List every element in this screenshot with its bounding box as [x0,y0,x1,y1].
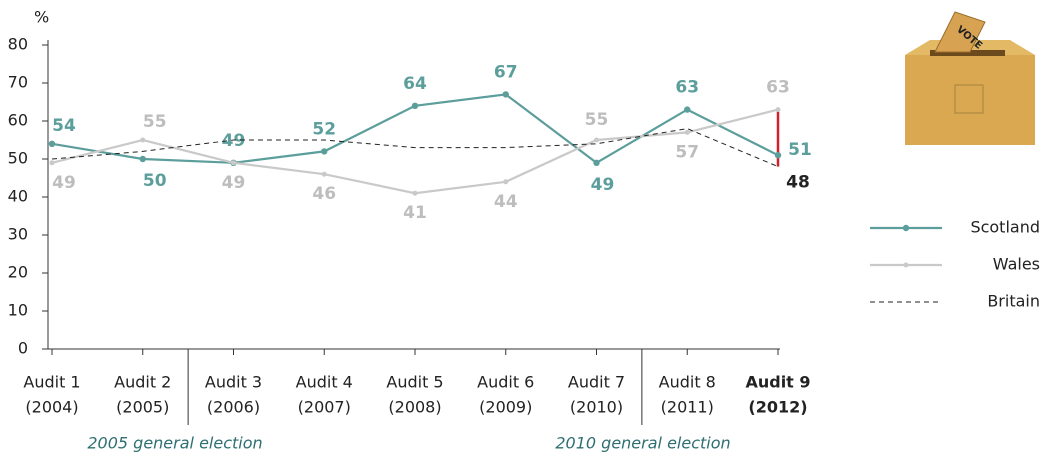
data-label: 48 [786,173,810,193]
y-tick-label: 0 [18,339,28,358]
point [412,190,418,196]
data-label: 57 [675,142,699,162]
point [774,152,782,159]
point [775,107,781,113]
annotation: 2010 general election [555,434,730,453]
data-label: 52 [312,119,336,139]
point [684,106,691,113]
y-tick-label: 80 [8,35,28,54]
y-tick-label: 50 [8,149,28,168]
data-label: 46 [312,184,336,204]
data-label: 49 [591,175,615,195]
y-tick-label: 10 [8,301,28,320]
legend-marker [902,224,910,232]
ballot-box-icon: VOTE [905,11,1035,145]
point [48,140,56,147]
x-tick-label: (2012) [748,398,807,417]
x-tick-label: Audit 8 [659,373,716,392]
x-tick-label: (2005) [116,398,169,417]
data-label: 63 [675,78,699,98]
x-tick-label: (2004) [25,398,78,417]
series-line [51,128,779,168]
x-tick-label: Audit 3 [205,373,262,392]
legend-label: Wales [993,255,1040,274]
y-axis-label: % [34,8,49,27]
data-label: 55 [585,110,609,130]
y-tick-label: 70 [8,73,28,92]
x-tick-label: (2009) [479,398,532,417]
data-label: 54 [52,116,76,136]
x-tick-label: Audit 5 [386,373,443,392]
annotation: 2005 general election [87,434,262,453]
data-label: 49 [52,173,76,193]
point [684,129,690,135]
x-tick-label: Audit 2 [114,373,171,392]
data-label: 55 [143,112,167,132]
y-tick-label: 30 [8,225,28,244]
point [593,159,600,166]
x-tick-label: Audit 4 [296,373,353,392]
x-tick-label: Audit 6 [477,373,534,392]
data-label: 64 [403,74,427,94]
data-label: 50 [143,171,167,191]
x-tick-label: (2010) [570,398,623,417]
point [321,148,328,155]
data-label: 49 [222,173,246,193]
point [594,137,599,143]
point [231,160,236,166]
data-label: 44 [494,192,518,212]
data-label: 63 [766,78,790,98]
x-tick-label: Audit 9 [745,373,810,392]
x-tick-label: (2008) [388,398,441,417]
data-label: 67 [494,62,518,82]
x-tick-label: Audit 7 [568,373,625,392]
x-tick-label: (2007) [298,398,351,417]
y-tick-label: 60 [8,111,28,130]
legend-label: Britain [987,292,1040,311]
x-tick-label: (2006) [207,398,260,417]
x-tick-label: Audit 1 [23,373,80,392]
point [321,171,327,177]
y-tick-label: 20 [8,263,28,282]
point [139,155,146,163]
point [503,179,509,185]
data-label: 51 [788,140,812,160]
point [49,160,55,166]
data-label: 49 [222,131,246,151]
point [411,102,419,110]
x-tick-label: (2011) [661,398,714,417]
data-label: 41 [403,203,427,223]
point [140,137,146,143]
legend-marker [903,262,909,268]
legend-label: Scotland [970,218,1040,237]
point [502,91,509,98]
y-tick-label: 40 [8,187,28,206]
